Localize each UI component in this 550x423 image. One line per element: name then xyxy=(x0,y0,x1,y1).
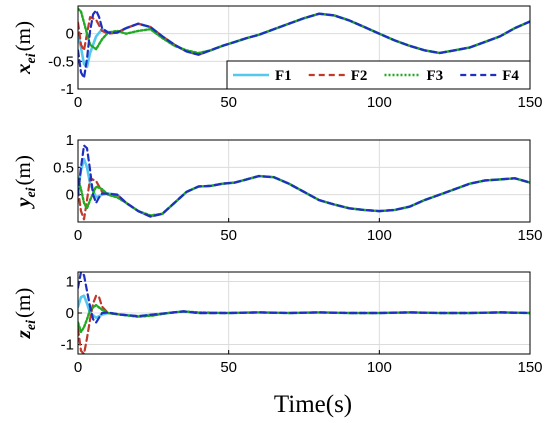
panel-1: 0 50 100 150 -1 -0.5 0 xei (m) F1 F2 F3 F4 xyxy=(11,5,543,111)
axes-box xyxy=(77,139,531,223)
axes-box xyxy=(77,271,531,355)
legend-label-f2: F2 xyxy=(351,68,368,84)
x-tick-label: 50 xyxy=(220,359,237,376)
y-axis-label-subscript: ei xyxy=(24,187,39,197)
y-axis-label-subscript: ei xyxy=(24,53,39,63)
y-axis-label-unit: (m) xyxy=(11,21,35,51)
x-tick-label: 150 xyxy=(517,227,542,244)
panel-2: 0 50 100 150 0 0.5 1 yei (m) xyxy=(11,132,543,244)
x-tick-label: 150 xyxy=(517,94,542,111)
legend-label-f4: F4 xyxy=(502,68,519,84)
x-axis-label: Time(s) xyxy=(274,391,352,418)
y-axis-label-main: x xyxy=(11,63,35,75)
x-tick-label: 100 xyxy=(367,359,392,376)
x-tick-label: 0 xyxy=(74,227,82,244)
y-tick-label: 0 xyxy=(66,187,74,204)
legend-label-f1: F1 xyxy=(275,68,292,84)
y-tick-label: -1 xyxy=(61,337,74,354)
x-tick-label: 50 xyxy=(220,94,237,111)
x-tick-label: 150 xyxy=(517,359,542,376)
y-axis-label-subscript: ei xyxy=(24,320,39,330)
y-axis-label-main: z xyxy=(11,329,35,339)
y-tick-label: 0.5 xyxy=(53,159,74,176)
y-axis-label: zei (m) xyxy=(11,288,39,340)
y-axis-label: xei (m) xyxy=(11,21,39,75)
series-line-f4 xyxy=(78,9,530,79)
x-tick-label: 0 xyxy=(74,359,82,376)
x-tick-label: 100 xyxy=(367,94,392,111)
x-tick-label: 50 xyxy=(220,227,237,244)
y-axis-label-unit: (m) xyxy=(11,155,35,185)
y-axis-label: yei (m) xyxy=(11,155,39,210)
series-line-f4 xyxy=(78,272,530,324)
y-tick-label: 1 xyxy=(66,132,74,149)
y-axis-label-main: y xyxy=(11,197,35,210)
y-axis-label-unit: (m) xyxy=(11,288,35,318)
x-tick-label: 0 xyxy=(74,94,82,111)
legend-label-f3: F3 xyxy=(427,68,444,84)
y-tick-label: -1 xyxy=(61,81,74,98)
legend: F1 F2 F3 F4 xyxy=(226,60,531,90)
legend-box xyxy=(226,60,531,90)
y-tick-label: 0 xyxy=(66,26,74,43)
y-tick-label: -0.5 xyxy=(48,53,74,70)
x-tick-label: 100 xyxy=(367,227,392,244)
series-line-f4 xyxy=(78,144,530,218)
y-tick-label: 1 xyxy=(66,273,74,290)
y-tick-label: 0 xyxy=(66,305,74,322)
